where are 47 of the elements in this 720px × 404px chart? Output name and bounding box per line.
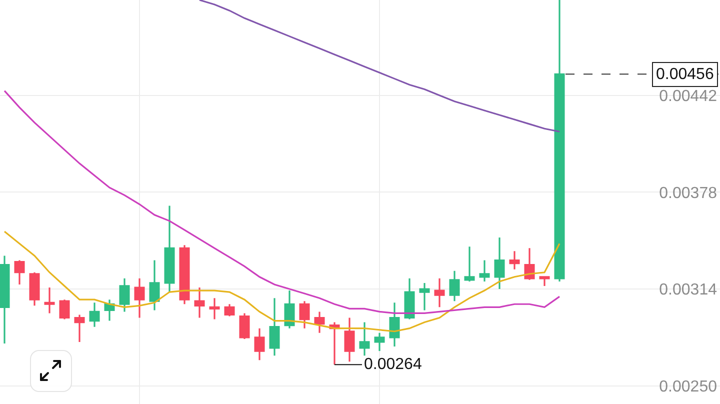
candlestick bbox=[284, 290, 295, 330]
candlestick bbox=[119, 278, 130, 312]
candlestick bbox=[59, 298, 70, 320]
candlestick bbox=[449, 270, 460, 302]
candlestick bbox=[104, 298, 115, 322]
candlestick bbox=[269, 297, 280, 356]
candlestick bbox=[494, 236, 505, 290]
annotation: 0.00264 bbox=[364, 356, 422, 373]
candlestick bbox=[224, 303, 235, 318]
candlestick bbox=[0, 254, 10, 344]
candlestick bbox=[509, 250, 520, 270]
candlestick bbox=[434, 278, 445, 308]
line-series bbox=[4, 230, 560, 332]
y-tick-label: 0.00250 bbox=[659, 378, 718, 396]
candlestick bbox=[479, 259, 490, 282]
candlestick bbox=[14, 259, 25, 286]
candlestick bbox=[314, 310, 325, 334]
candlestick bbox=[299, 300, 310, 330]
candlestick bbox=[554, 0, 565, 282]
candlestick bbox=[194, 286, 205, 319]
line-series bbox=[4, 90, 560, 314]
candlestick bbox=[29, 272, 40, 306]
candlestick bbox=[209, 297, 220, 320]
ref-line-label: 0.00456 bbox=[656, 66, 714, 83]
candlestick bbox=[539, 276, 550, 287]
candlestick bbox=[524, 247, 535, 281]
candlestick bbox=[419, 282, 430, 311]
candlestick bbox=[74, 314, 85, 343]
candlestick bbox=[44, 286, 55, 314]
y-tick-label: 0.00442 bbox=[659, 88, 718, 105]
candlestick bbox=[404, 278, 415, 320]
y-tick-label: 0.00378 bbox=[659, 184, 718, 202]
candlestick bbox=[464, 246, 475, 282]
candlestick bbox=[329, 321, 340, 366]
candlestick bbox=[374, 332, 385, 352]
candlestick bbox=[389, 302, 400, 348]
candlestick bbox=[344, 316, 355, 362]
candlestick bbox=[254, 328, 265, 361]
candlestick bbox=[134, 278, 145, 319]
candlestick bbox=[164, 204, 175, 293]
line-series bbox=[198, 0, 560, 132]
y-tick-label: 0.00314 bbox=[659, 282, 718, 299]
candlestick bbox=[149, 259, 160, 311]
candlestick bbox=[359, 321, 370, 356]
candlestick bbox=[179, 244, 190, 305]
candlestick bbox=[89, 302, 100, 328]
candlestick bbox=[239, 312, 250, 340]
